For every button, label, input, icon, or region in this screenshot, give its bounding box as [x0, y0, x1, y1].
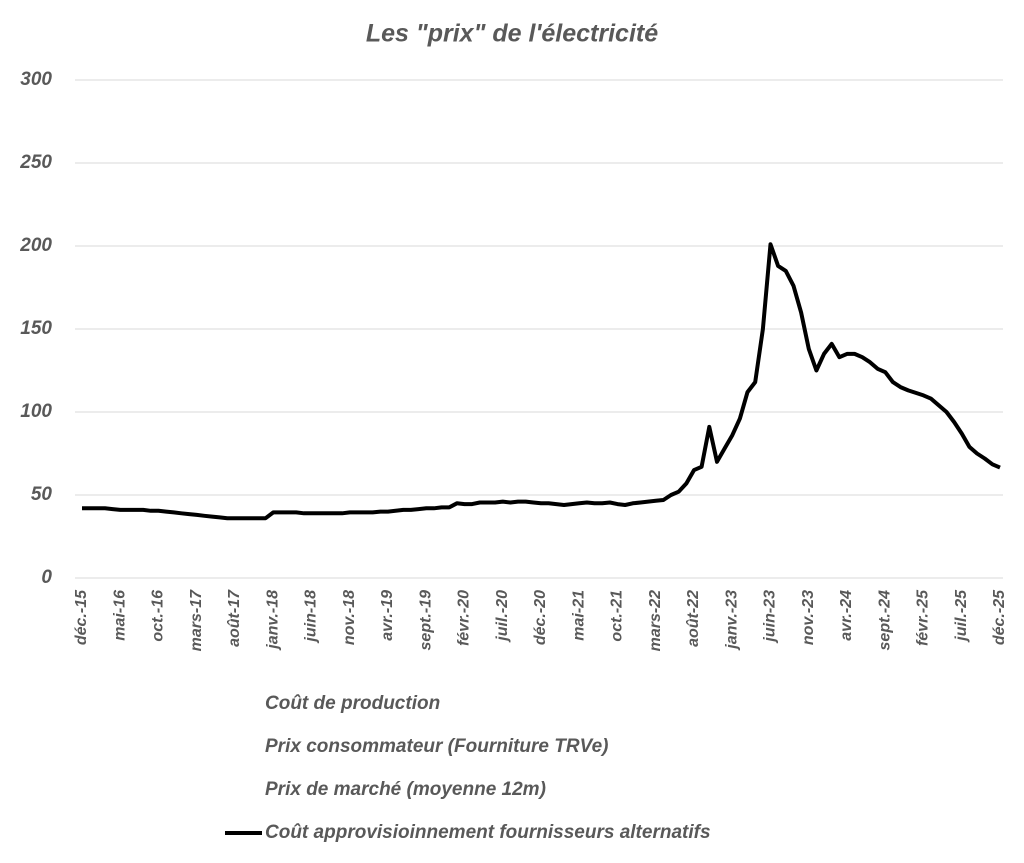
y-tick-label: 100 — [20, 401, 52, 422]
y-tick-label: 300 — [20, 69, 52, 90]
legend-label: Prix consommateur (Fourniture TRVe) — [265, 736, 608, 757]
x-tick-label: août-17 — [226, 589, 243, 647]
x-tick-label: oct.-16 — [150, 590, 167, 642]
series-line — [82, 242, 1001, 521]
x-tick-label: déc.-15 — [73, 589, 90, 645]
x-tick-label: janv.-23 — [723, 590, 740, 651]
x-tick-label: avr.-19 — [379, 590, 396, 641]
y-tick-label: 200 — [19, 235, 52, 256]
legend-label: Coût approvisioinnement fournisseurs alt… — [265, 822, 711, 843]
y-tick-label: 250 — [19, 152, 52, 173]
x-tick-label: juil.-25 — [953, 589, 970, 643]
x-tick-label: mai-21 — [570, 590, 587, 641]
legend-label: Prix de marché (moyenne 12m) — [265, 779, 546, 800]
legend-label: Coût de production — [265, 693, 440, 714]
x-tick-label: sept.-24 — [876, 590, 893, 651]
x-tick-label: mars-17 — [188, 589, 205, 651]
x-tick-label: nov.-23 — [800, 590, 817, 645]
x-tick-label: oct.-21 — [609, 590, 626, 642]
x-tick-label: févr.-25 — [915, 589, 932, 646]
x-tick-label: mai-16 — [111, 590, 128, 641]
y-tick-label: 50 — [31, 484, 53, 505]
x-tick-label: nov.-18 — [341, 590, 358, 645]
x-tick-label: avr.-24 — [838, 590, 855, 641]
x-tick-label: déc.-25 — [991, 589, 1008, 645]
y-tick-label: 150 — [20, 318, 52, 339]
x-tick-label: août-22 — [685, 590, 702, 647]
x-tick-label: mars-22 — [647, 590, 664, 651]
x-tick-label: janv.-18 — [264, 590, 281, 651]
chart-title: Les "prix" de l'électricité — [366, 20, 658, 48]
y-tick-label: 0 — [41, 567, 52, 588]
x-tick-label: juil.-20 — [494, 590, 511, 643]
x-tick-label: juin-23 — [762, 590, 779, 644]
x-tick-label: déc.-20 — [532, 590, 549, 645]
x-tick-label: juin-18 — [303, 590, 320, 644]
x-tick-label: sept.-19 — [417, 590, 434, 651]
x-tick-label: févr.-20 — [456, 590, 473, 646]
